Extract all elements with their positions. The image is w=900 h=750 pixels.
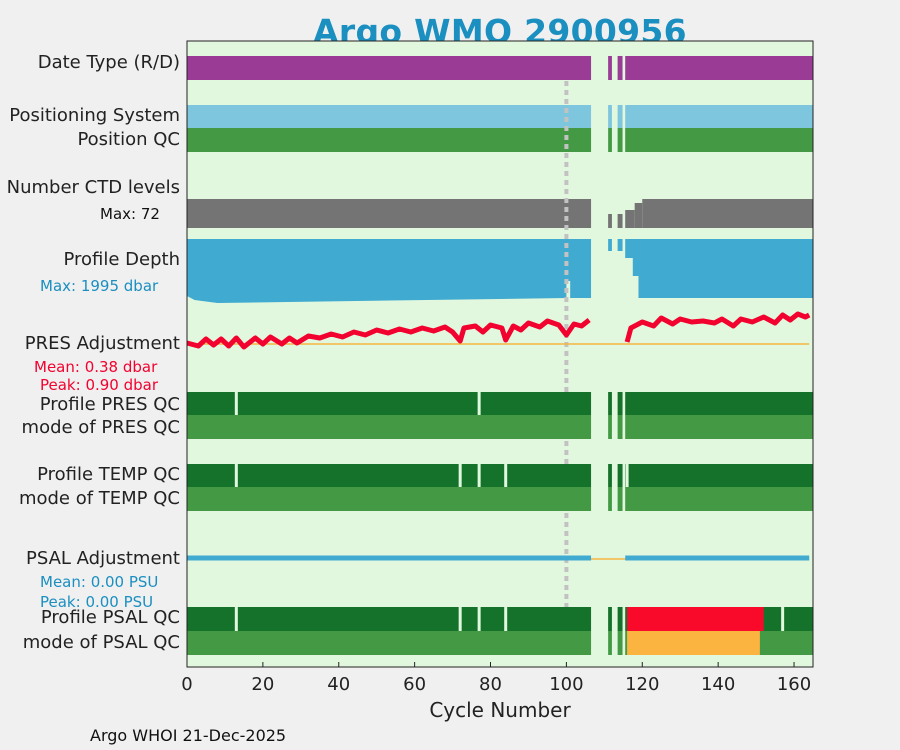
positioning-bar-1 [608,105,612,128]
profile-temp-qc-bar-0 [187,464,592,487]
profile-psal-qc-bar-1 [608,607,612,631]
position-qc-bar-0 [187,128,592,152]
label-mode-psal-qc: mode of PSAL QC [22,632,180,653]
ctd-levels-bar-a [608,214,612,228]
label-ctd-max: Max: 72 [100,205,160,223]
profile-temp-qc-r-break-0 [625,464,629,487]
x-tick-label-8: 160 [776,674,812,695]
label-ctd-levels: Number CTD levels [6,177,180,198]
mode-pres-qc-bar-2 [617,415,623,439]
label-date-type: Date Type (R/D) [37,52,180,73]
positioning-bar-2 [617,105,623,128]
ctd-levels-bar-c [625,210,635,228]
positioning-bar-3 [625,105,813,128]
label-mode-temp-qc: mode of TEMP QC [18,488,180,509]
label-positioning-system: Positioning System [9,105,180,126]
label-pres-peak: Peak: 0.90 dbar [40,376,159,394]
profile-temp-qc-bar-3 [625,464,813,487]
plot-frame [186,40,814,668]
label-profile-temp-qc: Profile TEMP QC [37,464,180,485]
x-tick-label-2: 40 [327,674,351,695]
ctd-levels-bar-b [617,214,623,228]
label-profile-depth: Profile Depth [63,249,180,270]
profile-psal-qc-break-1 [458,607,462,631]
mode-temp-qc-bar-1 [608,487,612,511]
profile-pres-qc-bar-0 [187,392,592,415]
label-pres-adjustment: PRES Adjustment [24,333,180,354]
position-qc-bar-3 [625,128,813,152]
mode-psal-qc-bad [627,631,760,655]
profile-pres-qc-break-1 [477,392,481,415]
label-pres-mean: Mean: 0.38 dbar [34,358,158,376]
mode-psal-qc-bar-2 [617,631,623,655]
date-type-bar-3 [625,56,813,80]
position-qc-bar-1 [608,128,612,152]
label-depth-max: Max: 1995 dbar [40,277,159,295]
profile-temp-qc-break-2 [477,464,481,487]
mode-pres-qc-bar-1 [608,415,612,439]
position-qc-bar-2 [617,128,623,152]
profile-depth-bar-b [617,239,623,251]
mode-pres-qc-bar-3 [625,415,813,439]
profile-temp-qc-break-3 [504,464,508,487]
mode-pres-qc-bar-0 [187,415,592,439]
ctd-levels-bar-0 [187,199,592,228]
profile-temp-qc-break-1 [458,464,462,487]
label-mode-pres-qc: mode of PRES QC [21,417,180,438]
profile-psal-qc-bar-2 [617,607,623,631]
profile-pres-qc-break-0 [234,392,238,415]
profile-psal-qc-bad [627,607,764,631]
date-type-bar-0 [187,56,592,80]
profile-temp-qc-bar-1 [608,464,612,487]
profile-temp-qc-break-0 [234,464,238,487]
label-profile-pres-qc: Profile PRES QC [39,394,180,415]
profile-pres-qc-bar-1 [608,392,612,415]
positioning-bar-0 [187,105,592,128]
x-tick-label-0: 0 [181,674,193,695]
label-psal-mean: Mean: 0.00 PSU [40,573,159,591]
profile-psal-qc-break-3 [504,607,508,631]
date-type-bar-1 [608,56,612,80]
pres-adjustment-line-left [186,318,591,350]
label-profile-psal-qc: Profile PSAL QC [40,607,180,628]
x-tick-label-7: 140 [700,674,736,695]
mode-temp-qc-bar-2 [617,487,623,511]
mode-psal-qc-bar-0 [187,631,592,655]
profile-depth-area-right [625,239,813,298]
label-position-qc: Position QC [77,129,180,150]
label-psal-adjustment: PSAL Adjustment [25,548,180,569]
x-tick-label-1: 20 [251,674,275,695]
profile-psal-qc-bar-0 [187,607,592,631]
footer-credit: Argo WHOI 21-Dec-2025 [90,726,287,745]
profile-pres-qc-bar-2 [617,392,623,415]
x-axis-label: Cycle Number [429,698,571,722]
profile-depth-bar-a [608,239,612,251]
pres-adjustment-line-right [624,311,811,343]
x-tick-label-5: 100 [549,674,584,695]
profile-psal-qc-break-4 [781,607,785,631]
profile-psal-qc-break-0 [234,607,238,631]
profile-pres-qc-bar-3 [625,392,813,415]
date-type-bar-2 [617,56,623,80]
x-tick-label-4: 80 [479,674,502,695]
profile-depth-area-left [187,239,592,303]
label-psal-peak: Peak: 0.00 PSU [40,593,154,611]
x-tick-label-6: 120 [625,674,660,695]
ctd-levels-bar-d [634,203,643,228]
ctd-levels-bar-e [642,199,813,228]
profile-temp-qc-bar-2 [617,464,623,487]
mode-psal-qc-bar-1 [608,631,612,655]
mode-temp-qc-bar-3 [625,487,813,511]
x-tick-label-3: 60 [403,674,427,695]
mode-temp-qc-bar-0 [187,487,592,511]
profile-psal-qc-break-2 [477,607,481,631]
